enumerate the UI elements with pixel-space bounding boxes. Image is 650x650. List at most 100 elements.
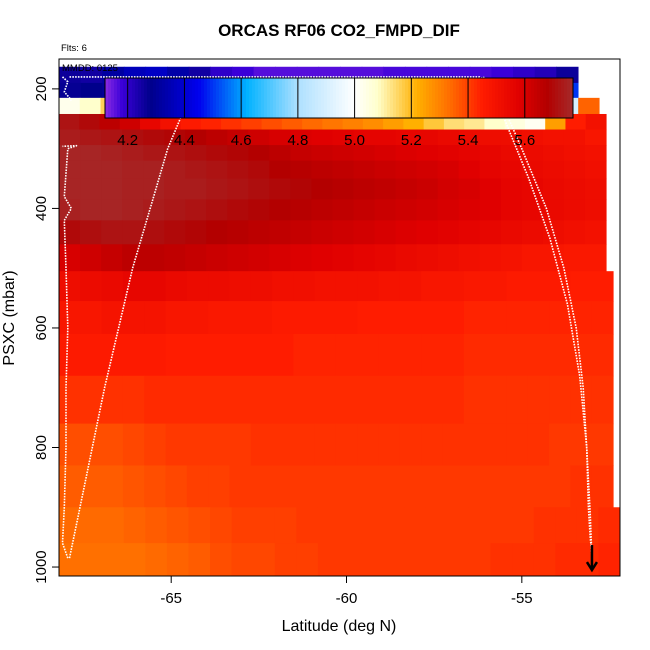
heatmap-cell (382, 507, 405, 544)
heatmap-cell (311, 178, 334, 201)
colorbar-swatch (276, 78, 280, 118)
heatmap-cell (188, 507, 211, 544)
heatmap-cell (374, 145, 397, 162)
heatmap-cell (584, 129, 607, 146)
colorbar-swatch (291, 78, 295, 118)
heatmap-cell (250, 271, 273, 302)
heatmap-cell (555, 543, 578, 576)
heatmap-cell (442, 375, 465, 425)
colorbar-tick-label: 5.4 (458, 132, 479, 149)
heatmap-cell (463, 423, 486, 467)
heatmap-cell (80, 129, 102, 146)
heatmap-cell (59, 271, 81, 302)
heatmap-cell (357, 301, 380, 335)
heatmap-cell (416, 178, 439, 201)
heatmap-cell (500, 129, 523, 146)
heatmap-cell (59, 220, 81, 245)
colorbar-swatch (513, 78, 517, 118)
colorbar-swatch (501, 78, 505, 118)
heatmap-cell (521, 178, 544, 201)
colorbar-swatch (528, 78, 532, 118)
heatmap-cell (395, 160, 418, 180)
heatmap-cell (250, 375, 273, 425)
heatmap-cell (395, 220, 418, 245)
heatmap-cell (186, 465, 209, 508)
flight-track-segment (482, 76, 593, 556)
colorbar-swatch (147, 78, 151, 118)
colorbar-swatch (570, 78, 574, 118)
heatmap-cell (479, 220, 502, 245)
colorbar-swatch (504, 78, 508, 118)
heatmap-cell (485, 465, 508, 508)
heatmap-cell (527, 301, 550, 335)
colorbar-swatch (462, 78, 466, 118)
heatmap-cell (208, 423, 231, 467)
heatmap-cell (421, 465, 444, 508)
heatmap-cell (437, 129, 460, 146)
heatmap-cell (164, 145, 186, 162)
heatmap-cell (59, 244, 81, 272)
colorbar-swatch (159, 78, 163, 118)
heatmap-cell (549, 333, 571, 377)
heatmap-cell (143, 199, 165, 221)
heatmap-cell (165, 375, 188, 425)
heatmap-cell (206, 129, 228, 146)
heatmap-cell (80, 301, 103, 335)
colorbar-tick-label: 4.8 (287, 132, 308, 149)
heatmap-cell (500, 160, 523, 180)
colorbar-swatch (405, 78, 409, 118)
heatmap-cell (59, 82, 82, 99)
heatmap-cell (598, 507, 620, 544)
heatmap-cell (272, 423, 294, 467)
heatmap-cell (458, 199, 481, 221)
heatmap-cell (59, 129, 81, 146)
colorbar-swatch (315, 78, 319, 118)
heatmap-cell (122, 199, 144, 221)
heatmap-cell (311, 145, 334, 162)
heatmap-cell (229, 423, 252, 467)
colorbar-swatch (468, 78, 472, 118)
heatmap-cell (80, 160, 102, 180)
heatmap-cell (549, 375, 571, 425)
colorbar-swatch (306, 78, 310, 118)
heatmap-cell (229, 301, 252, 335)
colorbar-swatch (345, 78, 349, 118)
heatmap-cell (512, 507, 535, 544)
colorbar-swatch (303, 78, 307, 118)
heatmap-cells (59, 66, 620, 576)
heatmap-cell (143, 145, 165, 162)
heatmap-cell (500, 220, 523, 245)
heatmap-cell (335, 333, 358, 377)
colorbar-swatch (132, 78, 136, 118)
heatmap-cell (442, 465, 465, 508)
colorbar-swatch (264, 78, 268, 118)
heatmap-cell (485, 271, 508, 302)
colorbar-swatch (372, 78, 376, 118)
heatmap-cell (101, 160, 123, 180)
colorbar-swatch (114, 78, 118, 118)
heatmap-cell (166, 543, 190, 576)
heatmap-cell (80, 423, 103, 467)
heatmap-cell (59, 145, 81, 162)
heatmap-cell (361, 543, 384, 576)
heatmap-cell (374, 220, 397, 245)
heatmap-cell (143, 244, 165, 272)
colorbar-swatch (318, 78, 322, 118)
colorbar-swatch (321, 78, 325, 118)
heatmap-cell (290, 244, 313, 272)
heatmap-cell (80, 333, 103, 377)
heatmap-cell (80, 375, 103, 425)
colorbar-swatch (153, 78, 157, 118)
heatmap-cell (479, 129, 502, 146)
heatmap-cell (80, 543, 103, 576)
colorbar-swatch (453, 78, 457, 118)
heatmap-cell (332, 220, 355, 245)
heatmap-cell (437, 244, 460, 272)
colorbar-swatch (555, 78, 559, 118)
heatmap-cell (269, 220, 292, 245)
colorbar-swatch (363, 78, 367, 118)
heatmap-cell (185, 220, 207, 245)
heatmap-cell (165, 301, 188, 335)
heatmap-cell (378, 465, 401, 508)
heatmap-cell (248, 220, 270, 245)
